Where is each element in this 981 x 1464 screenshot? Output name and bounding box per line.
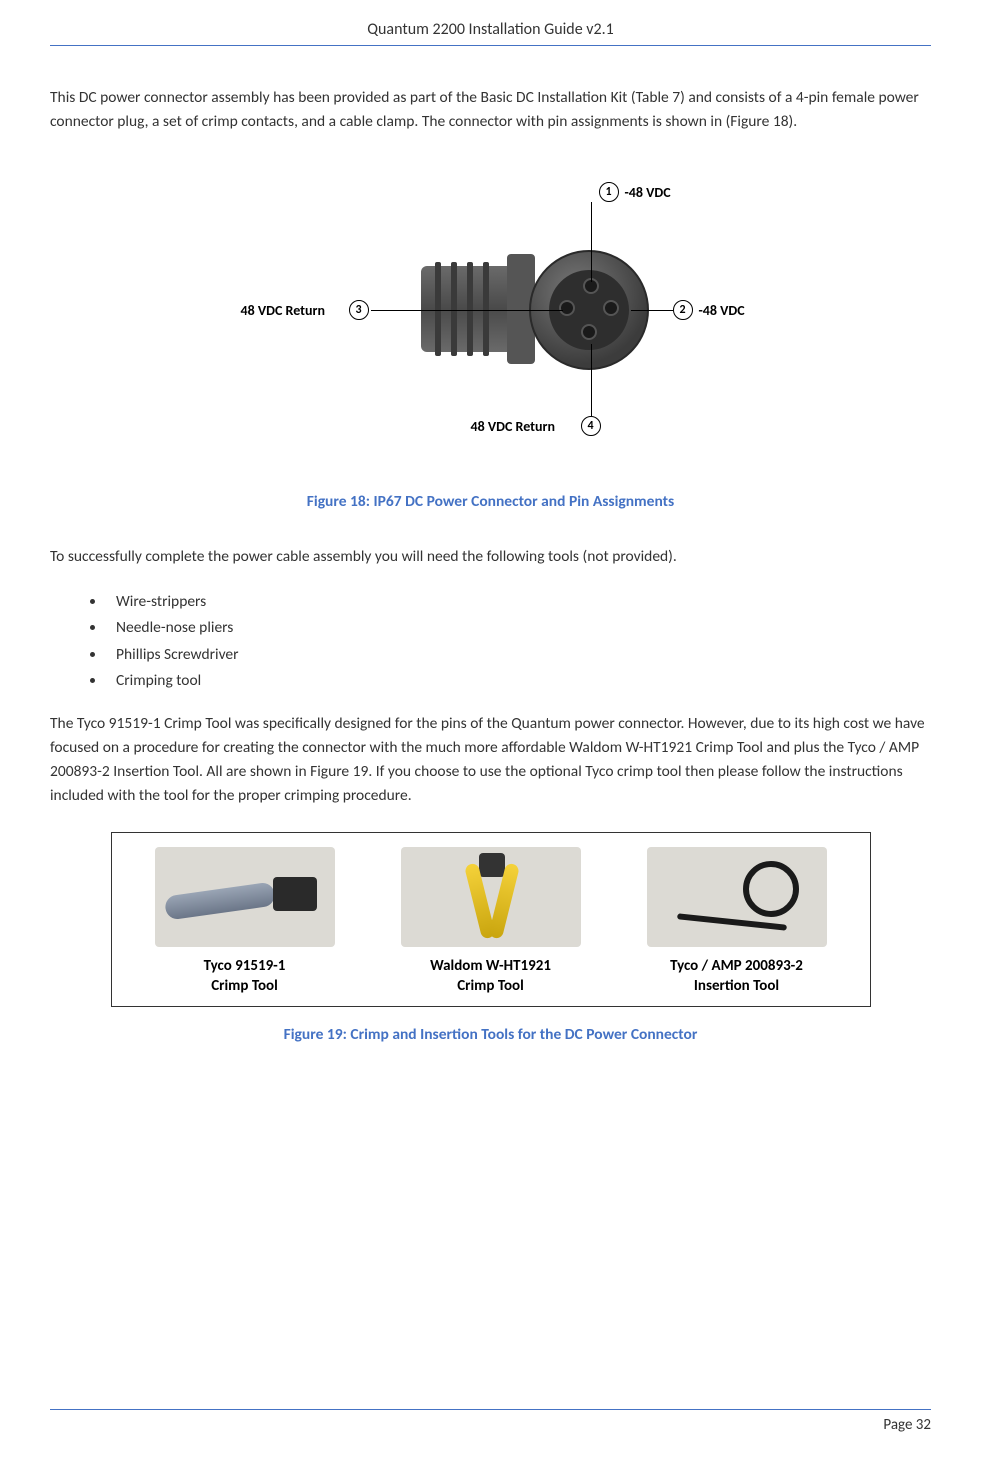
tool-head — [479, 853, 505, 877]
callout-circle-4: 4 — [581, 416, 601, 436]
tool-ring — [743, 861, 799, 917]
callout-circle-3: 3 — [349, 300, 369, 320]
connector-ridge — [483, 262, 489, 356]
tool-label-line1: Tyco / AMP 200893-2 — [670, 957, 803, 975]
tool-cell-tyco: Tyco 91519-1 Crimp Tool — [122, 847, 368, 996]
callout-label-4: 48 VDC Return — [471, 418, 556, 435]
callout-line — [591, 202, 592, 282]
pin-hole-3 — [559, 300, 575, 316]
insertion-tool-image — [647, 847, 827, 947]
callout-line — [591, 344, 592, 416]
tool-label: Tyco 91519-1 Crimp Tool — [122, 957, 368, 996]
figure-19-caption: Figure 19: Crimp and Insertion Tools for… — [50, 1025, 931, 1044]
list-item: Needle-nose pliers — [106, 615, 931, 641]
document-page: Quantum 2200 Installation Guide v2.1 Thi… — [0, 0, 981, 1464]
crimp-tool-paragraph: The Tyco 91519-1 Crimp Tool was specific… — [50, 712, 931, 808]
tools-list: Wire-strippers Needle-nose pliers Philli… — [106, 589, 931, 694]
callout-label-3: 48 VDC Return — [241, 302, 326, 319]
waldom-crimp-tool-image — [401, 847, 581, 947]
header-title: Quantum 2200 Installation Guide v2.1 — [367, 20, 614, 39]
list-item: Phillips Screwdriver — [106, 642, 931, 668]
tool-handle — [163, 882, 275, 921]
callout-line — [371, 310, 563, 311]
connector-ridge — [435, 262, 441, 356]
tool-label-line1: Waldom W-HT1921 — [430, 957, 551, 975]
tools-intro-paragraph: To successfully complete the power cable… — [50, 545, 931, 569]
figure-18-caption: Figure 18: IP67 DC Power Connector and P… — [50, 492, 931, 511]
figure-18-diagram: 1 -48 VDC 2 -48 VDC 3 48 VDC Return 4 48… — [241, 164, 741, 474]
tool-label-line2: Crimp Tool — [457, 977, 524, 995]
tool-label: Waldom W-HT1921 Crimp Tool — [368, 957, 614, 996]
tool-label-line1: Tyco 91519-1 — [204, 957, 286, 975]
tool-label-line2: Crimp Tool — [211, 977, 278, 995]
callout-label-2: -48 VDC — [699, 302, 745, 319]
page-footer: Page 32 — [50, 1409, 931, 1434]
tool-jaw — [273, 877, 317, 911]
connector-ridge — [467, 262, 473, 356]
pin-hole-2 — [603, 300, 619, 316]
tool-cell-insertion: Tyco / AMP 200893-2 Insertion Tool — [614, 847, 860, 996]
callout-label-1: -48 VDC — [625, 184, 671, 201]
list-item: Crimping tool — [106, 668, 931, 694]
figure-19-panel: Tyco 91519-1 Crimp Tool Waldom W-HT1921 … — [111, 832, 871, 1007]
pin-hole-4 — [581, 324, 597, 340]
callout-circle-2: 2 — [673, 300, 693, 320]
connector-ridge — [451, 262, 457, 356]
page-header: Quantum 2200 Installation Guide v2.1 — [50, 20, 931, 46]
callout-line — [631, 310, 673, 311]
connector-illustration — [421, 234, 611, 384]
tyco-crimp-tool-image — [155, 847, 335, 947]
tool-label-line2: Insertion Tool — [694, 977, 779, 995]
tool-cell-waldom: Waldom W-HT1921 Crimp Tool — [368, 847, 614, 996]
page-number: Page 32 — [883, 1416, 931, 1434]
list-item: Wire-strippers — [106, 589, 931, 615]
tool-label: Tyco / AMP 200893-2 Insertion Tool — [614, 957, 860, 996]
intro-paragraph: This DC power connector assembly has bee… — [50, 86, 931, 134]
callout-circle-1: 1 — [599, 182, 619, 202]
